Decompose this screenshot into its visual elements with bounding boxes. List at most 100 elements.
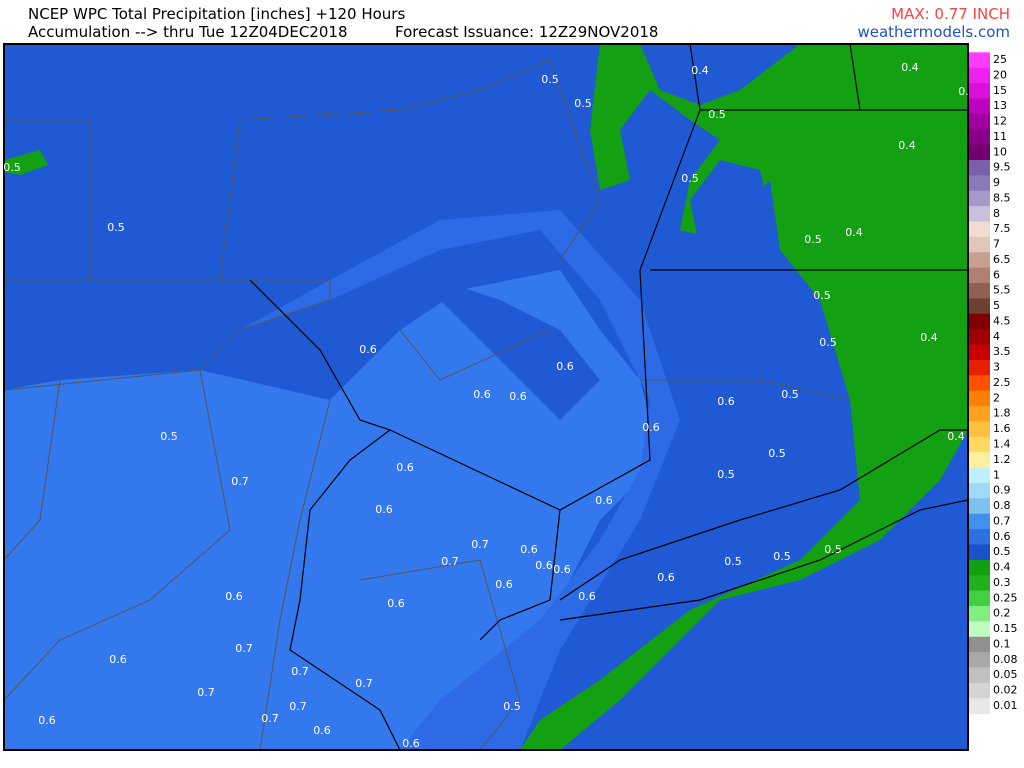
legend-swatch xyxy=(969,313,990,330)
map-label: 0.5 xyxy=(768,447,786,460)
legend-swatch xyxy=(969,390,990,407)
zone-05-pocket xyxy=(690,160,770,250)
map: 0.5 0.5 0.4 0.4 0.4 0.5 0.4 0.5 0.5 0.5 0.5 0.4 0.5 0… xyxy=(3,43,976,751)
map-label: 0.4 xyxy=(947,430,965,443)
map-label: 0.5 xyxy=(541,73,559,86)
county-lines xyxy=(3,59,851,751)
map-label: 0.7 xyxy=(355,677,373,690)
legend-swatch xyxy=(969,129,990,146)
legend-label: 5 xyxy=(993,299,1000,312)
map-label: 0.5 xyxy=(717,468,735,481)
legend-swatch xyxy=(969,252,990,269)
legend-label: 0.01 xyxy=(993,699,1018,712)
legend-label: 2.5 xyxy=(993,376,1011,389)
legend-swatch xyxy=(969,575,990,592)
map-label: 0.5 xyxy=(819,336,837,349)
map-label: 0.6 xyxy=(38,714,56,727)
map-label: 0.5 xyxy=(160,430,178,443)
max-value: MAX: 0.77 INCH xyxy=(891,5,1010,23)
legend-swatch xyxy=(969,67,990,84)
map-label: 0.7 xyxy=(231,475,249,488)
map-label: 0.6 xyxy=(520,543,538,556)
legend-swatch xyxy=(969,482,990,499)
map-label: 0.7 xyxy=(197,686,215,699)
title: NCEP WPC Total Precipitation [inches] +1… xyxy=(28,5,405,23)
legend-label: 0.5 xyxy=(993,545,1011,558)
legend-swatch xyxy=(969,83,990,99)
legend-label: 8.5 xyxy=(993,191,1011,204)
legend-swatch xyxy=(969,159,990,176)
legend-label: 6.5 xyxy=(993,253,1011,266)
legend-label: 1.8 xyxy=(993,407,1011,420)
map-frame xyxy=(3,43,969,751)
map-label: 0.5 xyxy=(574,97,592,110)
legend-label: 3 xyxy=(993,361,1000,374)
map-label: 0.5 xyxy=(681,172,699,185)
legend-label: 15 xyxy=(993,84,1007,97)
map-label: 0.4 xyxy=(845,226,863,239)
legend-label: 6 xyxy=(993,268,1000,281)
legend-swatch xyxy=(969,329,990,346)
legend-label: 0.2 xyxy=(993,607,1011,620)
legend-swatch xyxy=(969,298,990,315)
map-label: 0.6 xyxy=(402,737,420,750)
legend-label: 0.8 xyxy=(993,499,1011,512)
legend-label: 11 xyxy=(993,130,1007,143)
color-legend: 252015131211109.598.587.576.565.554.543.… xyxy=(969,52,1018,715)
legend-label: 13 xyxy=(993,99,1007,112)
map-label: 0.6 xyxy=(535,559,553,572)
legend-swatch xyxy=(969,559,990,576)
map-label: 0.5 xyxy=(813,289,831,302)
zone-07 xyxy=(4,270,660,750)
legend-swatch xyxy=(969,175,990,192)
legend-swatch xyxy=(969,667,990,684)
map-label: 0.7 xyxy=(235,642,253,655)
map-label: 0.6 xyxy=(556,360,574,373)
legend-swatch xyxy=(969,344,990,361)
map-labels: 0.5 0.5 0.4 0.4 0.4 0.5 0.4 0.5 0.5 0.5 0.5 0.4 0.5 0… xyxy=(3,61,976,750)
map-label: 0.7 xyxy=(261,712,279,725)
zone-04-west xyxy=(4,150,48,175)
legend-label: 10 xyxy=(993,145,1007,158)
legend-swatch xyxy=(969,436,990,453)
legend-swatch xyxy=(969,621,990,638)
legend-label: 20 xyxy=(993,68,1007,81)
map-label: 0.6 xyxy=(509,390,527,403)
map-label: 0.6 xyxy=(387,597,405,610)
legend-label: 0.25 xyxy=(993,591,1018,604)
legend-swatch xyxy=(969,375,990,392)
map-label: 0.4 xyxy=(691,64,709,77)
legend-label: 0.9 xyxy=(993,484,1011,497)
legend-label: 4.5 xyxy=(993,314,1011,327)
map-label: 0.6 xyxy=(642,421,660,434)
legend-label: 0.08 xyxy=(993,653,1018,666)
map-label: 0.6 xyxy=(717,395,735,408)
legend-label: 0.02 xyxy=(993,684,1018,697)
map-label: 0.6 xyxy=(225,590,243,603)
legend-label: 0.3 xyxy=(993,576,1011,589)
legend-swatch xyxy=(969,190,990,207)
legend-swatch xyxy=(969,221,990,238)
map-label: 0.4 xyxy=(901,61,919,74)
legend-label: 2 xyxy=(993,391,1000,404)
legend-label: 8 xyxy=(993,207,1000,220)
map-label: 0.7 xyxy=(471,538,489,551)
legend-swatch xyxy=(969,498,990,515)
map-label: 0.6 xyxy=(657,571,675,584)
legend-label: 9.5 xyxy=(993,161,1011,174)
map-label: 0.4 xyxy=(920,331,938,344)
legend-swatch xyxy=(969,467,990,484)
legend-swatch xyxy=(969,406,990,422)
legend-label: 1 xyxy=(993,468,1000,481)
legend-swatch xyxy=(969,590,990,607)
legend-swatch xyxy=(969,52,990,69)
legend-swatch xyxy=(969,98,990,115)
legend-label: 0.15 xyxy=(993,622,1018,635)
legend-label: 1.4 xyxy=(993,438,1011,451)
legend-label: 0.7 xyxy=(993,514,1011,527)
legend-swatch xyxy=(969,544,990,561)
zone-06 xyxy=(240,210,680,750)
legend-label: 3.5 xyxy=(993,345,1011,358)
legend-label: 7.5 xyxy=(993,222,1011,235)
legend-swatch xyxy=(969,283,990,299)
